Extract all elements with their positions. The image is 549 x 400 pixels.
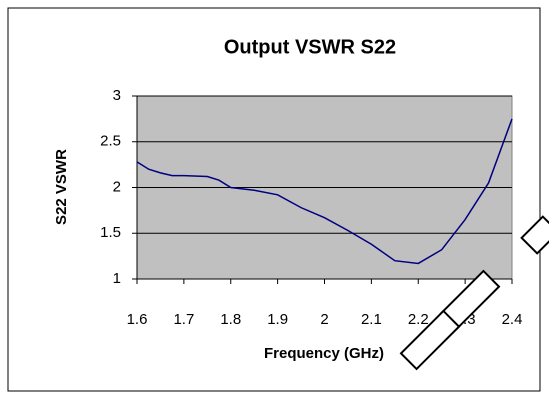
x-tick-label: 2 (320, 311, 328, 328)
x-tick-label: 2.2 (408, 311, 429, 328)
y-tick-label: 1.5 (100, 224, 121, 241)
x-tick-label: 1.8 (220, 311, 241, 328)
watermark-shape (520, 215, 549, 255)
chart-title: Output VSWR S22 (224, 36, 396, 58)
x-tick-label: 1.6 (127, 311, 148, 328)
x-axis-title: Frequency (GHz) (264, 345, 384, 362)
y-tick-label: 2 (113, 178, 121, 195)
y-tick-label: 3 (113, 87, 121, 104)
y-tick-label: 2.5 (100, 133, 121, 150)
y-tick-label: 1 (113, 270, 121, 287)
y-axis-title: S22 VSWR (53, 149, 70, 225)
x-tick-label: 2.4 (502, 311, 523, 328)
x-tick-label: 1.9 (267, 311, 288, 328)
line-series (136, 118, 513, 265)
x-tick-label: 1.7 (173, 311, 194, 328)
x-tick-label: 2.1 (361, 311, 382, 328)
watermark (399, 215, 549, 371)
watermark-shape (399, 309, 461, 371)
